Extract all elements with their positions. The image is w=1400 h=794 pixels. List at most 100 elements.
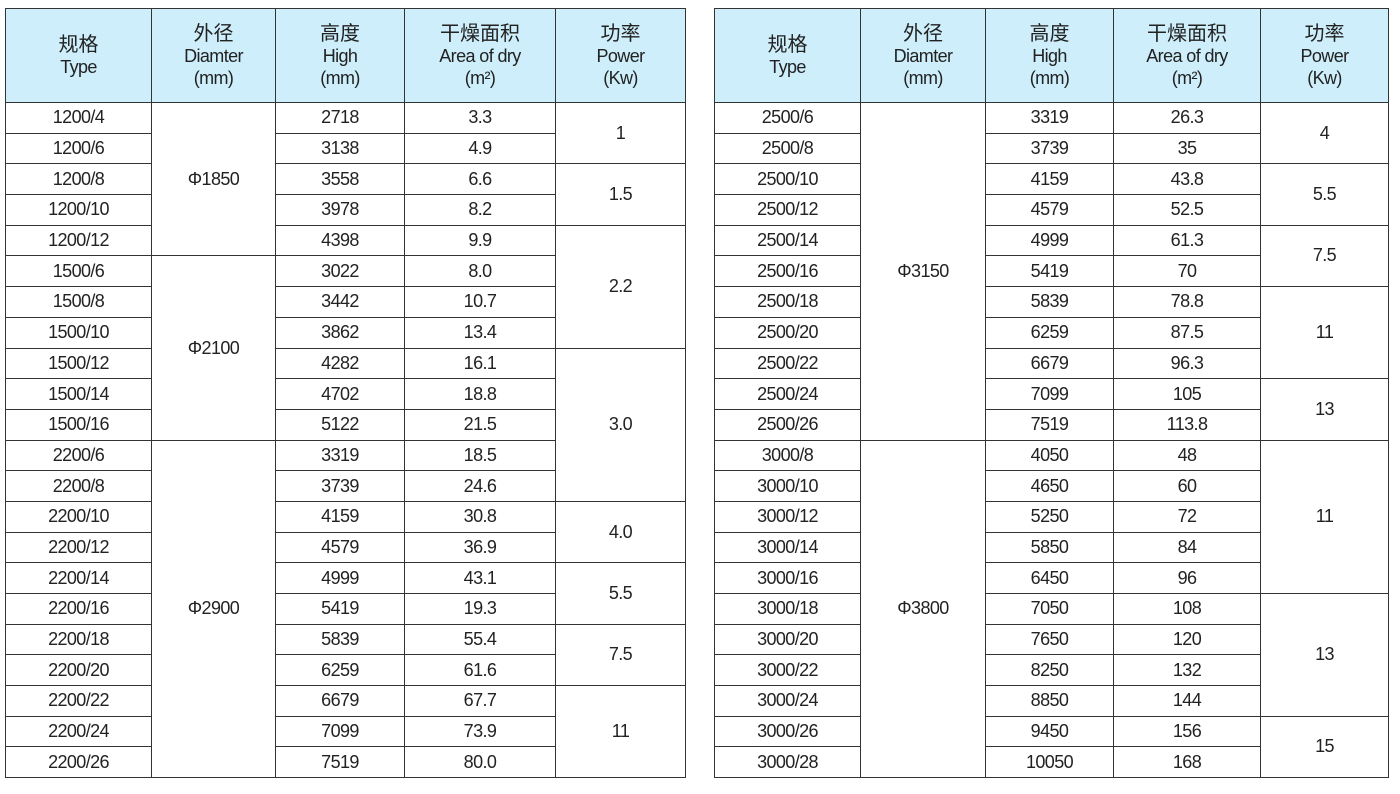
header-label-en: Type [769, 56, 806, 77]
cell-area: 67.7 [404, 685, 556, 717]
cell-high: 7650 [985, 623, 1114, 656]
cell-high: 7519 [275, 746, 405, 779]
cell-power: 11 [1260, 286, 1389, 380]
cell-high: 5839 [985, 286, 1114, 318]
cell-power: 13 [1260, 593, 1389, 717]
cell-high: 4702 [275, 378, 405, 410]
cell-area: 43.8 [1113, 163, 1261, 196]
header-label-zh: 干燥面积 [440, 22, 520, 45]
cell-high: 3022 [275, 255, 405, 288]
cell-type: 2200/6 [5, 439, 152, 472]
cell-high: 7099 [275, 715, 405, 748]
cell-power: 1 [555, 101, 686, 165]
cell-area: 61.6 [404, 654, 556, 687]
cell-area: 30.8 [404, 500, 556, 533]
cell-type: 3000/14 [714, 531, 861, 564]
cell-type: 2500/26 [714, 408, 861, 441]
cell-area: 43.1 [404, 562, 556, 594]
table-row: 3000/16 6450 96 [714, 562, 1389, 594]
header-row: 规格 Type 外径 Diamter (mm) 高度 High (mm) 干燥面积 Area of… [5, 8, 686, 103]
cell-area: 8.2 [404, 194, 556, 226]
cell-area: 96.3 [1113, 347, 1261, 380]
cell-type: 1200/12 [5, 224, 152, 257]
table-row: 3000/18 7050 108 13 [714, 593, 1389, 717]
cell-high: 4282 [275, 347, 405, 380]
table-row: 2200/24 7099 73.9 [5, 715, 686, 748]
column-header-type: 规格 Type [714, 8, 861, 103]
cell-type: 3000/18 [714, 593, 861, 625]
cell-type: 2500/16 [714, 255, 861, 288]
spec-table-right: 规格 Type 外径 Diamter (mm) 高度 High (mm) 干燥面积 Area of… [714, 8, 1389, 779]
cell-power: 5.5 [1260, 163, 1389, 226]
table-row: 2500/14 4999 61.3 7.5 [714, 224, 1389, 288]
cell-high: 7050 [985, 593, 1114, 625]
table-row: 2500/16 5419 70 [714, 255, 1389, 288]
cell-type: 2200/24 [5, 715, 152, 748]
table-row: 2500/6 Φ3150 3319 26.3 4 [714, 101, 1389, 441]
cell-area: 96 [1113, 562, 1261, 594]
table-row: 1500/12 4282 16.1 3.0 [5, 347, 686, 502]
cell-high: 7099 [985, 378, 1114, 410]
cell-area: 78.8 [1113, 286, 1261, 318]
header-row: 规格 Type 外径 Diamter (mm) 高度 High (mm) 干燥面积 Area of… [714, 8, 1389, 103]
header-label-en: (m²) [1171, 67, 1203, 88]
table-row: 2500/10 4159 43.8 5.5 [714, 163, 1389, 226]
cell-type: 3000/28 [714, 746, 861, 779]
cell-area: 105 [1113, 378, 1261, 410]
cell-area: 120 [1113, 623, 1261, 656]
header-label-zh: 高度 [1029, 22, 1070, 45]
cell-area: 52.5 [1113, 194, 1261, 226]
cell-type: 3000/26 [714, 715, 861, 748]
cell-diameter: Φ2100 [151, 255, 276, 441]
cell-area: 84 [1113, 531, 1261, 564]
cell-area: 10.7 [404, 286, 556, 318]
cell-type: 2200/20 [5, 654, 152, 687]
cell-high: 6450 [985, 562, 1114, 594]
cell-area: 55.4 [404, 623, 556, 656]
cell-high: 6259 [275, 654, 405, 687]
table-row: 3000/22 8250 132 [714, 654, 1389, 687]
cell-high: 9450 [985, 715, 1114, 748]
table-row: 2200/10 4159 30.8 4.0 [5, 500, 686, 564]
table-row: 3000/14 5850 84 [714, 531, 1389, 564]
header-label-en: Power [1300, 45, 1349, 66]
cell-type: 2200/16 [5, 593, 152, 625]
cell-type: 2500/20 [714, 316, 861, 349]
table-row: 1200/10 3978 8.2 [5, 194, 686, 226]
header-label-en: High [1032, 45, 1067, 66]
cell-high: 8850 [985, 685, 1114, 717]
table-row: 1500/14 4702 18.8 [5, 378, 686, 410]
table-row: 3000/20 7650 120 [714, 623, 1389, 656]
cell-type: 2500/6 [714, 102, 861, 134]
cell-type: 1500/8 [5, 286, 152, 318]
column-header-area-of-dry: 干燥面积 Area of dry (m²) [404, 8, 556, 103]
cell-high: 3442 [275, 286, 405, 318]
cell-high: 2718 [275, 102, 405, 134]
cell-area: 4.9 [404, 132, 556, 165]
cell-power: 11 [555, 685, 686, 779]
cell-high: 4050 [985, 439, 1114, 472]
header-label-zh: 外径 [903, 22, 943, 45]
cell-high: 3558 [275, 163, 405, 196]
header-label-en: (mm) [903, 67, 943, 88]
cell-type: 3000/24 [714, 685, 861, 717]
cell-high: 5419 [275, 593, 405, 625]
table-row: 2200/8 3739 24.6 [5, 470, 686, 502]
cell-area: 18.8 [404, 378, 556, 410]
cell-power: 4 [1260, 101, 1389, 165]
cell-area: 70 [1113, 255, 1261, 288]
cell-type: 1500/6 [5, 255, 152, 288]
cell-type: 2500/12 [714, 194, 861, 226]
cell-type: 2500/24 [714, 378, 861, 410]
cell-high: 4999 [275, 562, 405, 594]
cell-area: 8.0 [404, 255, 556, 288]
cell-type: 2500/22 [714, 347, 861, 380]
cell-type: 1200/8 [5, 163, 152, 196]
cell-area: 24.6 [404, 470, 556, 502]
table-row: 2500/12 4579 52.5 [714, 194, 1389, 226]
cell-type: 2200/22 [5, 685, 152, 717]
cell-type: 2200/14 [5, 562, 152, 594]
header-label-en: (m²) [464, 67, 496, 88]
cell-type: 2500/18 [714, 286, 861, 318]
table-row: 1500/8 3442 10.7 [5, 286, 686, 318]
